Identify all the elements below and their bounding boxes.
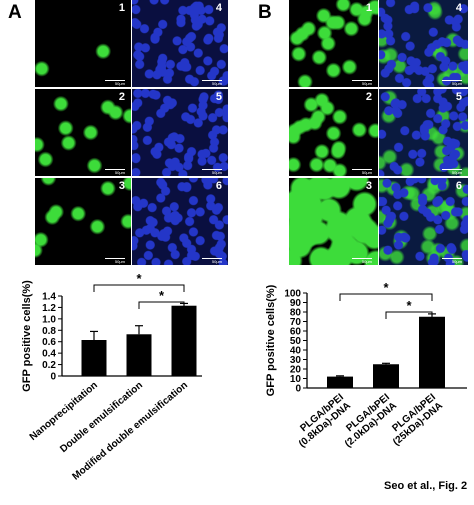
- panel-label-a: A: [8, 2, 22, 23]
- y-tick-label: 70: [290, 317, 302, 328]
- micrograph-number: 5: [215, 91, 222, 103]
- scale-bar-label: 50μm: [114, 81, 125, 86]
- y-axis-label: GFP positive cells(%): [21, 280, 33, 392]
- scale-bar: [352, 169, 372, 170]
- scale-bar-label: 50μm: [211, 170, 222, 175]
- significance-star: *: [406, 298, 412, 313]
- bar: [126, 334, 152, 376]
- micrograph-a-2: 2 50μm: [35, 89, 131, 176]
- significance-bracket: [93, 284, 185, 292]
- y-tick-label: 1.4: [42, 292, 56, 303]
- y-tick-label: 30: [290, 355, 302, 366]
- scale-bar-label: 50μm: [451, 259, 462, 264]
- micrograph-b-3: 3 50μm: [289, 178, 378, 265]
- micrograph-a-1: 1 50μm: [35, 0, 131, 87]
- scale-bar: [442, 80, 462, 81]
- micrograph-a-6: 6 50μm: [132, 178, 228, 265]
- micrograph-grid-b: 1 50μm 4 50μm 2 50μm 5 50μm 3 50μm 6 50μm: [289, 0, 469, 267]
- micrograph-number: 3: [118, 180, 125, 192]
- scale-bar-label: 50μm: [114, 259, 125, 264]
- y-tick-label: 1.2: [42, 303, 56, 314]
- significance-bracket: [385, 311, 433, 319]
- y-axis-label: GFP positive cells(%): [265, 284, 277, 396]
- y-tick-label: 80: [290, 308, 302, 319]
- significance-bracket: [339, 293, 433, 301]
- micrograph-b-4: 4 50μm: [379, 0, 468, 87]
- micrograph-b-2: 2 50μm: [289, 89, 378, 176]
- scale-bar: [105, 169, 125, 170]
- scale-bar: [442, 258, 462, 259]
- scale-bar: [352, 80, 372, 81]
- micrograph-number: 4: [215, 2, 222, 14]
- bar: [419, 316, 445, 388]
- y-tick-label: 20: [290, 365, 302, 376]
- scale-bar-label: 50μm: [211, 259, 222, 264]
- micrograph-a-4: 4 50μm: [132, 0, 228, 87]
- bar-chart-a: 00.20.40.60.81.01.21.4 GFP positive cells…: [21, 271, 202, 483]
- micrograph-a-3: 3 50μm: [35, 178, 131, 265]
- y-tick-label: 0.4: [42, 349, 56, 360]
- micrograph-b-6: 6 50μm: [379, 178, 468, 265]
- micrograph-number: 6: [455, 180, 462, 192]
- micrograph-b-5: 5 50μm: [379, 89, 468, 176]
- y-tick-label: 90: [290, 298, 302, 309]
- micrograph-number: 4: [455, 2, 462, 14]
- scale-bar: [105, 258, 125, 259]
- micrograph-number: 2: [118, 91, 125, 103]
- scale-bar-label: 50μm: [211, 81, 222, 86]
- y-tick-label: 50: [290, 336, 302, 347]
- y-tick-label: 0: [50, 372, 56, 383]
- bar: [81, 340, 107, 376]
- scale-bar-label: 50μm: [361, 259, 372, 264]
- y-tick-label: 10: [290, 374, 302, 385]
- scale-bar-label: 50μm: [114, 170, 125, 175]
- scale-bar: [202, 258, 222, 259]
- micrograph-a-5: 5 50μm: [132, 89, 228, 176]
- scale-bar: [202, 80, 222, 81]
- significance-star: *: [159, 288, 165, 303]
- y-tick-label: 60: [290, 327, 302, 338]
- y-tick-label: 0.6: [42, 337, 56, 348]
- y-tick-label: 0.8: [42, 326, 56, 337]
- y-tick-label: 40: [290, 346, 302, 357]
- micrograph-number: 1: [118, 2, 125, 14]
- micrograph-b-1: 1 50μm: [289, 0, 378, 87]
- significance-star: *: [383, 280, 389, 295]
- micrograph-number: 6: [215, 180, 222, 192]
- bar: [171, 305, 197, 376]
- scale-bar: [442, 169, 462, 170]
- category-label: PLGA/bPEI(25kDa)-DNA: [384, 392, 445, 448]
- figure-credit: Seo et al., Fig. 2: [384, 480, 468, 492]
- micrograph-number: 3: [365, 180, 372, 192]
- scale-bar-label: 50μm: [451, 170, 462, 175]
- scale-bar: [105, 80, 125, 81]
- scale-bar-label: 50μm: [451, 81, 462, 86]
- y-tick-label: 100: [284, 289, 301, 300]
- micrograph-number: 5: [455, 91, 462, 103]
- category-label: Double emulsification: [58, 380, 145, 455]
- significance-star: *: [136, 271, 142, 286]
- micrograph-number: 1: [365, 2, 372, 14]
- scale-bar: [352, 258, 372, 259]
- scale-bar-label: 50μm: [361, 81, 372, 86]
- bar: [327, 376, 353, 388]
- significance-bracket: [138, 301, 185, 309]
- scale-bar: [202, 169, 222, 170]
- y-tick-label: 0.2: [42, 360, 56, 371]
- y-tick-label: 0: [295, 384, 301, 395]
- bar: [373, 364, 399, 388]
- y-tick-label: 1.0: [42, 314, 56, 325]
- scale-bar-label: 50μm: [361, 170, 372, 175]
- micrograph-number: 2: [365, 91, 372, 103]
- panel-label-b: B: [258, 2, 272, 23]
- micrograph-grid-a: 1 50μm 4 50μm 2 50μm 5 50μm 3 50μm 6 50μm: [35, 0, 228, 267]
